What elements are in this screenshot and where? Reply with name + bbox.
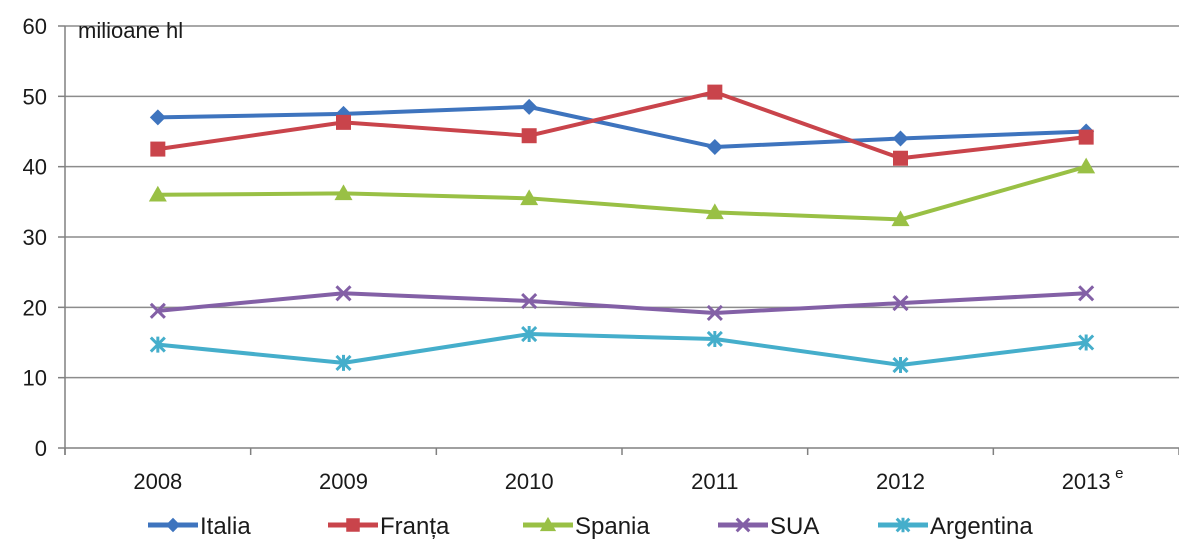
data-point-italia-2012 <box>892 130 909 147</box>
x-tick-label-2010: 2010 <box>505 469 554 494</box>
data-point-franța-2009 <box>336 114 351 130</box>
y-tick-label-40: 40 <box>23 155 47 180</box>
x-tick-label-2012: 2012 <box>876 469 925 494</box>
x-tick-label-2008: 2008 <box>133 469 182 494</box>
data-point-italia-2011 <box>706 138 723 155</box>
data-point-sua-2012 <box>892 295 909 312</box>
y-tick-label-50: 50 <box>23 84 47 109</box>
data-point-argentina-2012 <box>892 356 909 374</box>
data-point-franța-2013 <box>1078 129 1094 145</box>
legend-label-italia: Italia <box>200 513 251 540</box>
series-spania <box>148 157 1096 227</box>
legend-label-spania: Spania <box>575 513 650 540</box>
data-point-spania-2010 <box>520 189 539 206</box>
y-tick-label-10: 10 <box>23 366 47 391</box>
data-point-spania-2011 <box>705 203 724 220</box>
data-point-argentina-2011 <box>706 330 723 348</box>
x-tick-label-2009: 2009 <box>319 469 368 494</box>
series-italia <box>149 98 1095 155</box>
data-point-sua-2008 <box>149 302 166 319</box>
data-point-sua-2013 <box>1078 285 1095 302</box>
x-tick-labels: 2008 2009 2010 2011 2012 2013 e <box>133 465 1123 494</box>
y-tick-labels: 0 10 20 30 40 50 60 <box>23 14 47 461</box>
legend-item-argentina: Argentina <box>878 513 1033 540</box>
legend-marker-franța <box>346 518 360 532</box>
data-point-italia-2010 <box>521 98 538 115</box>
y-tick-label-20: 20 <box>23 295 47 320</box>
legend-item-franța: Franța <box>328 513 450 540</box>
series-argentina <box>149 325 1095 374</box>
data-point-argentina-2008 <box>149 336 166 353</box>
data-point-spania-2008 <box>148 185 167 202</box>
x-tick-label-2011: 2011 <box>691 469 738 494</box>
series-line-franța <box>157 90 1087 161</box>
x-tick-superscript: e <box>1115 465 1123 482</box>
data-point-argentina-2009 <box>335 354 352 371</box>
y-tick-label-30: 30 <box>23 225 47 250</box>
data-point-franța-2008 <box>150 141 166 157</box>
series-franța <box>150 84 1094 166</box>
data-point-argentina-2010 <box>521 325 538 343</box>
legend-marker-argentina <box>895 517 911 533</box>
data-point-sua-2010 <box>521 292 538 310</box>
data-point-spania-2013 <box>1077 157 1096 174</box>
data-point-argentina-2013 <box>1078 334 1095 351</box>
legend-label-argentina: Argentina <box>930 513 1033 540</box>
series-line-spania <box>157 164 1087 222</box>
x-tick-label-2013: 2013 <box>1062 469 1111 494</box>
data-point-spania-2009 <box>334 184 353 201</box>
data-point-franța-2011 <box>707 84 723 100</box>
legend-marker-sua <box>735 517 751 533</box>
legend-label-sua: SUA <box>770 513 819 540</box>
axes <box>58 25 1179 455</box>
series-line-sua <box>157 291 1087 315</box>
data-point-franța-2012 <box>893 150 908 166</box>
data-point-italia-2008 <box>149 109 166 126</box>
legend-item-spania: Spania <box>523 513 650 540</box>
legend-item-sua: SUA <box>718 513 819 540</box>
series-line-argentina <box>157 332 1087 368</box>
y-tick-label-60: 60 <box>23 14 47 39</box>
legend-label-franța: Franța <box>380 513 450 540</box>
legend-marker-italia <box>165 517 181 533</box>
data-point-sua-2011 <box>706 304 723 322</box>
legend-item-italia: Italia <box>148 513 251 540</box>
legend: Italia Franța Spania SUA Argentina <box>148 513 1033 540</box>
data-point-spania-2012 <box>891 210 910 227</box>
data-point-franța-2010 <box>521 128 537 144</box>
series-sua <box>149 285 1095 322</box>
data-point-sua-2009 <box>335 285 352 302</box>
y-tick-label-0: 0 <box>35 436 47 461</box>
legend-marker-spania <box>539 516 557 532</box>
gridlines <box>65 25 1179 379</box>
series-lines <box>148 84 1096 374</box>
y-axis-unit-label: milioane hl <box>78 18 183 43</box>
series-line-italia <box>157 104 1087 149</box>
